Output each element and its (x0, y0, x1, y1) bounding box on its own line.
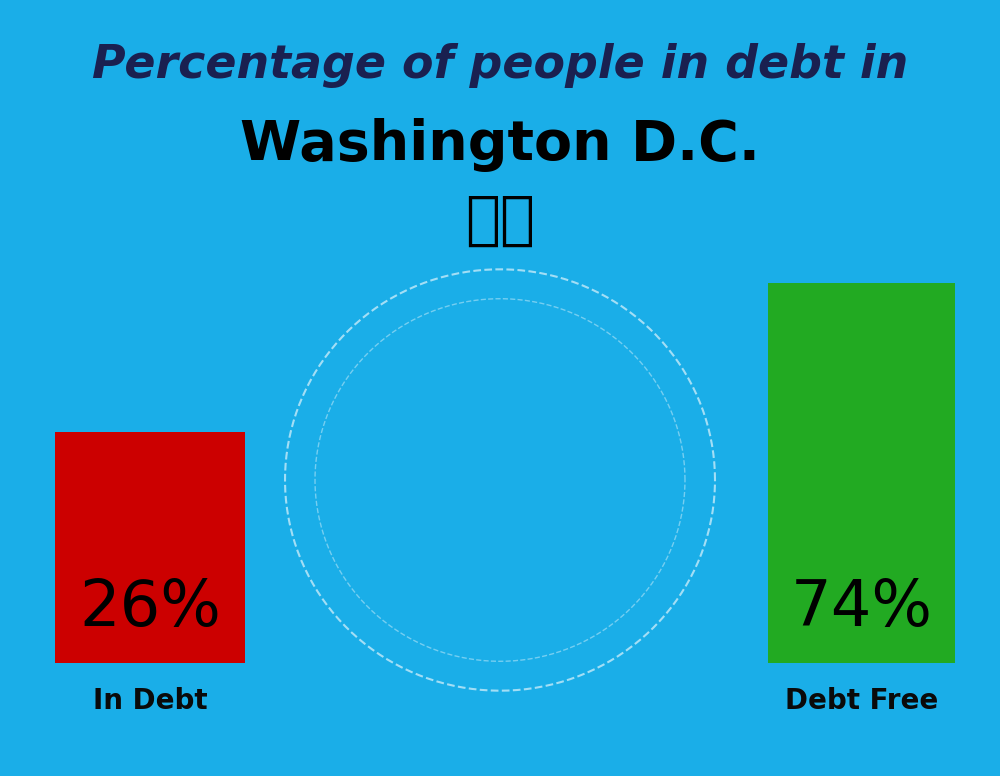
Text: 🇺🇸: 🇺🇸 (465, 192, 535, 248)
Text: Washington D.C.: Washington D.C. (240, 118, 760, 172)
Text: 26%: 26% (79, 577, 221, 639)
FancyBboxPatch shape (55, 432, 245, 663)
Text: In Debt: In Debt (93, 687, 207, 715)
FancyBboxPatch shape (768, 283, 955, 663)
Text: Percentage of people in debt in: Percentage of people in debt in (92, 43, 908, 88)
Text: Debt Free: Debt Free (785, 687, 938, 715)
Text: 74%: 74% (790, 577, 932, 639)
